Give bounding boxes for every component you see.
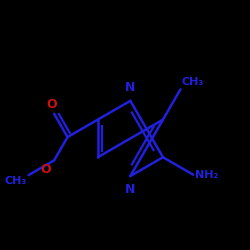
Text: N: N (125, 183, 136, 196)
Text: CH₃: CH₃ (182, 77, 204, 87)
Text: CH₃: CH₃ (5, 176, 27, 186)
Text: NH₂: NH₂ (195, 170, 219, 180)
Text: O: O (46, 98, 57, 111)
Text: O: O (41, 163, 52, 176)
Text: N: N (125, 81, 136, 94)
